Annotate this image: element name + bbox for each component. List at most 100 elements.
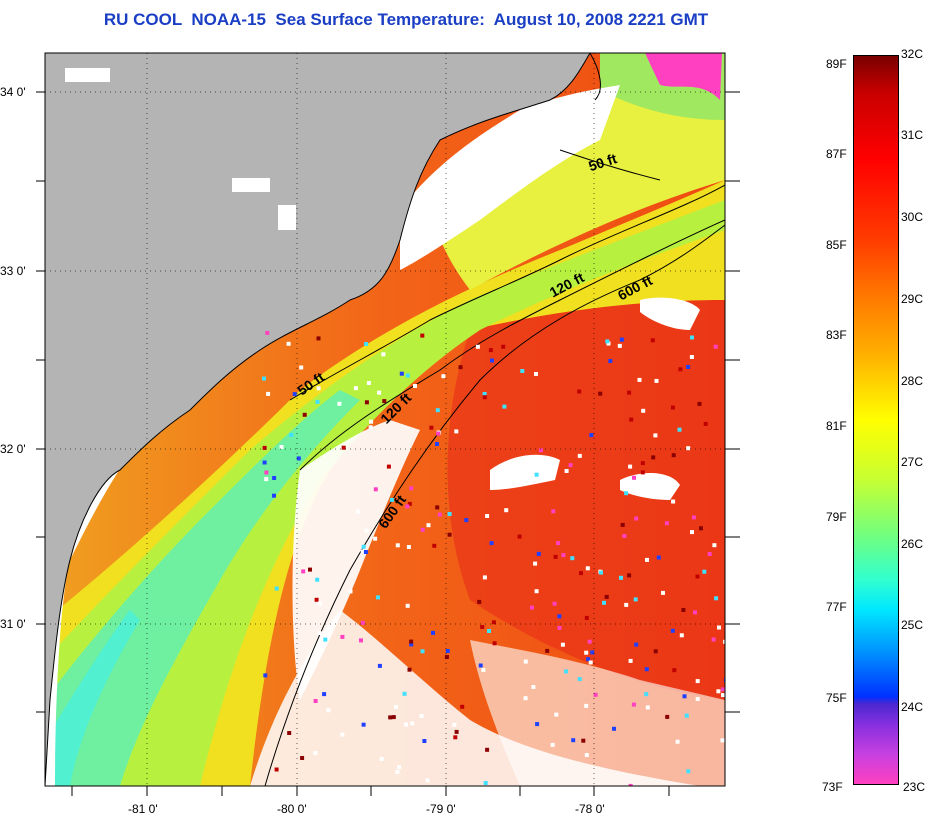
cold-patch-magenta <box>645 53 722 100</box>
speckle-pixel <box>587 639 592 644</box>
speckle-pixel <box>460 704 465 709</box>
speckle-pixel <box>388 715 393 720</box>
speckle-pixel <box>661 590 665 595</box>
speckle-pixel <box>373 536 378 541</box>
speckle-pixel <box>262 376 266 381</box>
speckle-pixel <box>598 391 603 396</box>
speckle-pixel <box>445 649 450 653</box>
speckle-pixel <box>581 738 586 743</box>
speckle-pixel <box>262 445 267 450</box>
speckle-pixel <box>395 769 400 774</box>
fahrenheit-label: 79F <box>826 510 847 524</box>
speckle-pixel <box>429 425 434 430</box>
speckle-pixel <box>640 461 645 466</box>
speckle-pixel <box>359 638 363 643</box>
speckle-pixel <box>686 446 691 451</box>
speckle-pixel <box>720 738 725 743</box>
speckle-pixel <box>315 577 320 582</box>
speckle-pixel <box>369 419 374 424</box>
speckle-pixel <box>534 589 539 594</box>
speckle-pixel <box>556 541 561 546</box>
celsius-label: 31C <box>901 128 924 142</box>
speckle-pixel <box>712 543 717 548</box>
speckle-pixel <box>323 637 328 642</box>
celsius-label: 25C <box>901 618 924 632</box>
speckle-pixel <box>406 545 411 549</box>
cloud-spot-c <box>640 297 700 330</box>
speckle-pixel <box>391 715 396 720</box>
speckle-pixel <box>720 687 725 692</box>
speckle-pixel <box>317 631 322 636</box>
speckle-pixel <box>454 729 459 734</box>
speckle-pixel <box>404 722 408 727</box>
speckle-pixel <box>407 667 412 672</box>
speckle-pixel <box>420 527 425 532</box>
speckle-pixel <box>447 512 452 516</box>
speckle-pixel <box>561 553 566 558</box>
speckle-pixel <box>628 783 633 786</box>
speckle-pixel <box>534 472 539 477</box>
lat-tick-label: 34 0' <box>0 85 26 99</box>
speckle-pixel <box>341 445 346 450</box>
speckle-pixel <box>454 429 459 434</box>
speckle-pixel <box>389 497 394 502</box>
speckle-pixel <box>340 634 345 639</box>
lat-tick-label: 33 0' <box>0 264 26 278</box>
speckle-pixel <box>707 552 712 556</box>
speckle-pixel <box>612 726 616 731</box>
speckle-pixel <box>645 557 649 562</box>
speckle-pixel <box>316 336 321 341</box>
speckle-pixel <box>379 756 384 761</box>
speckle-pixel <box>382 399 387 404</box>
speckle-pixel <box>405 504 410 509</box>
fahrenheit-label: 89F <box>826 57 847 71</box>
speckle-pixel <box>627 390 632 395</box>
speckle-pixel <box>585 566 590 571</box>
speckle-pixel <box>695 697 700 701</box>
speckle-pixel <box>405 603 410 608</box>
map-frame <box>44 52 726 787</box>
speckle-pixel <box>570 556 575 561</box>
speckle-pixel <box>535 722 540 727</box>
speckle-pixel <box>617 343 622 348</box>
speckle-pixel <box>620 522 625 527</box>
speckle-pixel <box>644 667 649 672</box>
speckle-pixel <box>402 691 407 696</box>
speckle-pixel <box>717 625 721 630</box>
grid-lines <box>45 53 725 786</box>
contour-600ft <box>264 224 725 786</box>
speckle-pixel <box>577 453 582 458</box>
shelf-lime-band <box>45 200 725 786</box>
speckle-pixel <box>689 355 694 359</box>
fahrenheit-label: 83F <box>826 328 847 342</box>
nearshore-cyan-band <box>45 610 140 786</box>
speckle-pixel <box>605 339 610 344</box>
speckle-pixel <box>426 523 431 528</box>
speckle-pixel <box>634 516 639 521</box>
speckle-pixel <box>665 714 670 719</box>
inland-cloud-b <box>232 178 270 192</box>
speckle-pixel <box>670 628 675 633</box>
speckle-pixel <box>531 685 536 689</box>
speckle-pixel <box>316 386 321 391</box>
speckle-pixel <box>485 514 490 518</box>
speckle-pixel <box>628 464 633 469</box>
speckle-pixel <box>482 395 487 400</box>
speckle-pixel <box>523 696 528 701</box>
speckle-pixel <box>641 408 646 413</box>
speckle-pixel <box>394 705 398 709</box>
speckle-pixel <box>289 433 294 437</box>
speckle-pixel <box>436 431 441 436</box>
warm-core <box>447 300 725 700</box>
speckle-pixel <box>579 571 583 576</box>
speckle-pixel <box>564 469 569 473</box>
speckle-pixel <box>584 615 589 620</box>
celsius-label: 28C <box>901 374 924 388</box>
speckle-pixel <box>481 668 486 672</box>
speckle-pixel <box>435 505 440 510</box>
lat-tick-label: 32 0' <box>0 442 26 456</box>
speckle-pixel <box>686 365 691 369</box>
speckle-pixel <box>619 337 624 342</box>
speckle-pixel <box>571 738 576 743</box>
speckle-pixel <box>300 756 305 760</box>
